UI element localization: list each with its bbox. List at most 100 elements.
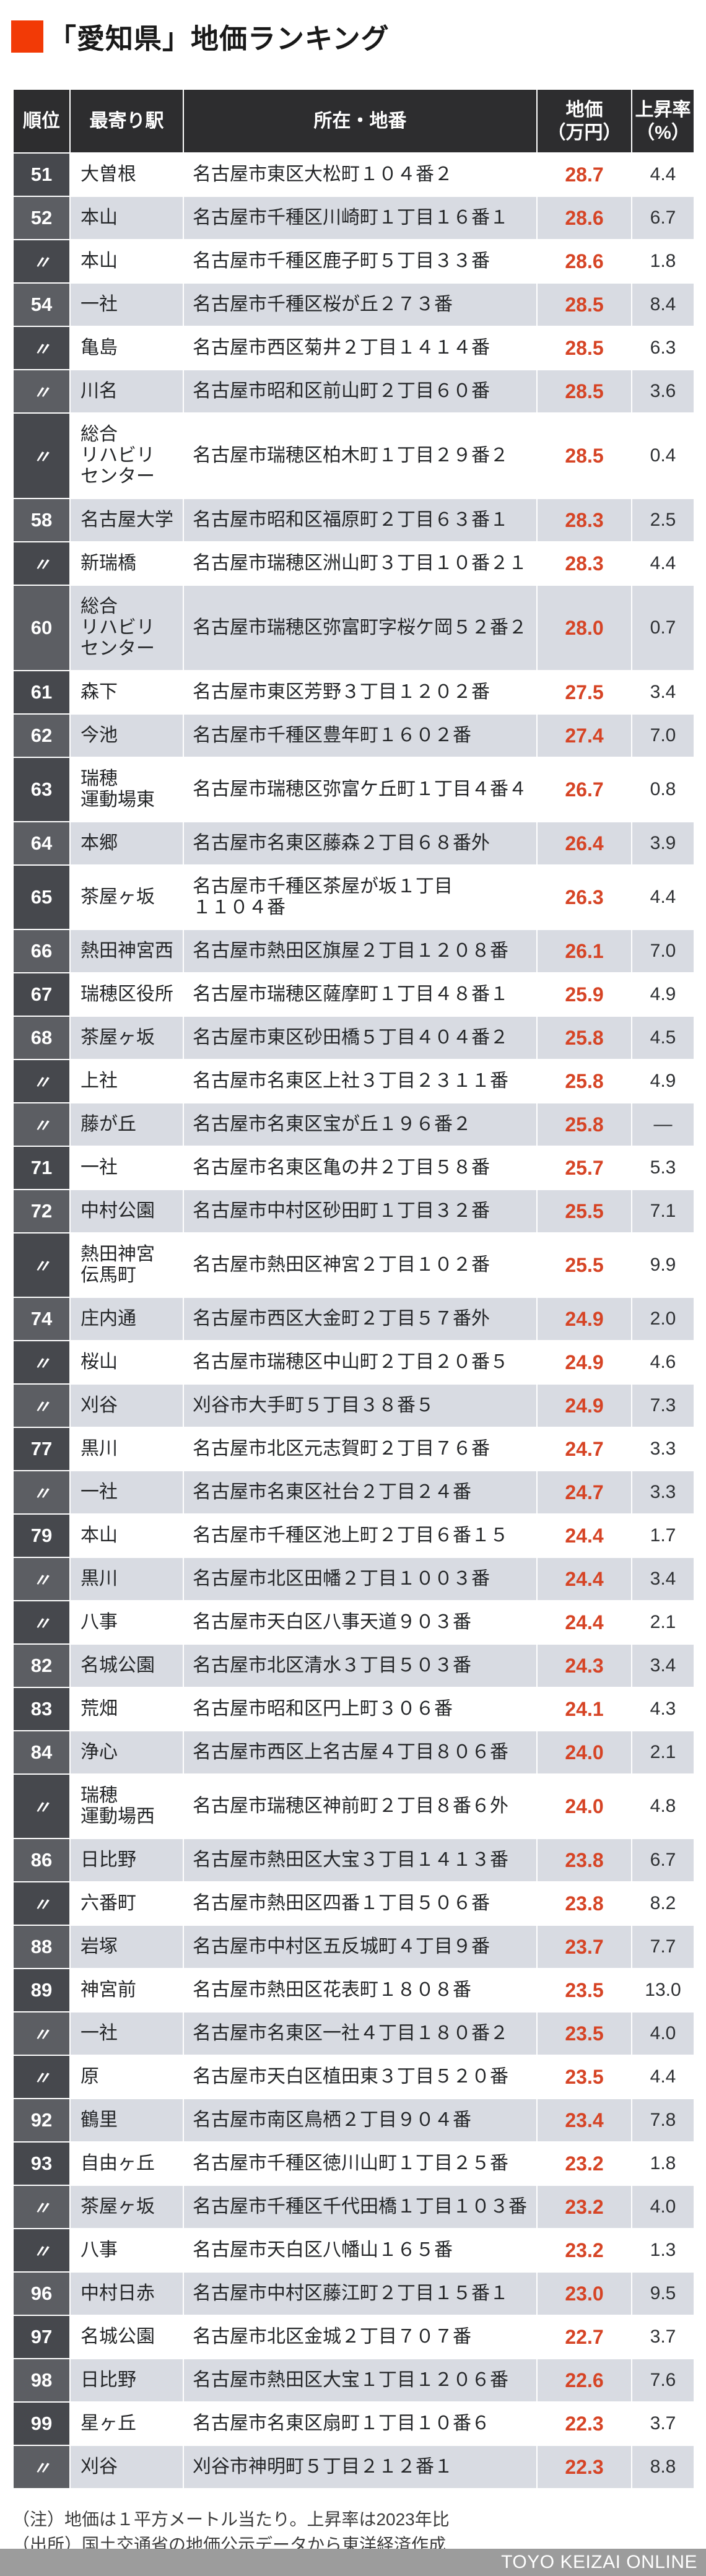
rank-cell: 〃 <box>12 2445 71 2489</box>
address-cell: 名古屋市天白区八事天道９０３番 <box>183 1600 538 1645</box>
table-row: 〃川名 名古屋市昭和区前山町２丁目６０番 28.5 3.6 <box>12 369 695 414</box>
table-row: 〃八事 名古屋市天白区八幡山１６５番 23.2 1.3 <box>12 2228 695 2273</box>
station-cell: 原 <box>69 2055 184 2099</box>
table-row: 〃一社 名古屋市名東区社台２丁目２４番 24.7 3.3 <box>12 1470 695 1515</box>
address-cell: 名古屋市東区大松町１０４番２ <box>183 152 538 197</box>
table-row: 65 茶屋ヶ坂 名古屋市千種区茶屋が坂１丁目 １１０４番 26.3 4.4 <box>12 864 695 930</box>
table-row: 〃瑞穂 運動場西 名古屋市瑞穂区神前町２丁目８番６外 24.0 4.8 <box>12 1773 695 1839</box>
rank-cell: 98 <box>12 2358 71 2403</box>
rise-rate-cell: 2.5 <box>631 498 695 542</box>
rank-cell: 74 <box>12 1297 71 1341</box>
rise-rate-cell: 6.7 <box>631 1838 695 1882</box>
table-row: 88 岩塚 名古屋市中村区五反城町４丁目９番 23.7 7.7 <box>12 1925 695 1969</box>
header-address: 所在・地番 <box>183 89 538 154</box>
table-row: 60 総合 リハビリ センター 名古屋市瑞穂区弥富町字桜ケ岡５２番２ 28.0 0.7 <box>12 585 695 671</box>
price-cell: 23.7 <box>536 1925 632 1969</box>
rise-rate-cell: 4.9 <box>631 972 695 1017</box>
address-cell: 名古屋市南区鳥栖２丁目９０４番 <box>183 2098 538 2143</box>
table-row: 92 鶴里 名古屋市南区鳥栖２丁目９０４番 23.4 7.8 <box>12 2098 695 2143</box>
station-cell: 瑞穂区役所 <box>69 972 184 1017</box>
table-header-row: 順位 最寄り駅 所在・地番 地価 （万円） 上昇率 （%） <box>12 89 695 154</box>
price-cell: 24.7 <box>536 1470 632 1515</box>
station-cell: 浄心 <box>69 1730 184 1775</box>
table-row: 82 名城公園 名古屋市北区清水３丁目５０３番 24.3 3.4 <box>12 1643 695 1688</box>
station-cell: 瑞穂 運動場西 <box>69 1773 184 1839</box>
table-row: 〃刈谷 刈谷市神明町５丁目２１２番１ 22.3 8.8 <box>12 2445 695 2489</box>
station-cell: 茶屋ヶ坂 <box>69 2185 184 2229</box>
station-cell: 上社 <box>69 1059 184 1103</box>
address-cell: 名古屋市千種区茶屋が坂１丁目 １１０４番 <box>183 864 538 930</box>
station-cell: 星ヶ丘 <box>69 2401 184 2446</box>
price-cell: 24.0 <box>536 1773 632 1839</box>
station-cell: 大曽根 <box>69 152 184 197</box>
price-cell: 24.3 <box>536 1643 632 1688</box>
table-row: 74 庄内通 名古屋市西区大金町２丁目５７番外 24.9 2.0 <box>12 1297 695 1341</box>
address-cell: 名古屋市西区大金町２丁目５７番外 <box>183 1297 538 1341</box>
address-cell: 名古屋市北区元志賀町２丁目７６番 <box>183 1427 538 1471</box>
rank-cell: 66 <box>12 929 71 973</box>
rank-cell: 65 <box>12 864 71 930</box>
rise-rate-cell: 7.0 <box>631 713 695 758</box>
rise-rate-cell: 2.0 <box>631 1297 695 1341</box>
rise-rate-cell: 1.8 <box>631 2141 695 2186</box>
table-row: 〃一社 名古屋市名東区一社４丁目１８０番２ 23.5 4.0 <box>12 2011 695 2056</box>
station-cell: 新瑞橋 <box>69 541 184 586</box>
rise-rate-cell: 3.3 <box>631 1427 695 1471</box>
rank-cell: 72 <box>12 1189 71 1234</box>
price-cell: 24.9 <box>536 1297 632 1341</box>
station-cell: 今池 <box>69 713 184 758</box>
price-cell: 28.3 <box>536 541 632 586</box>
table-row: 52 本山 名古屋市千種区川崎町１丁目１６番１ 28.6 6.7 <box>12 196 695 240</box>
rise-rate-cell: 8.4 <box>631 282 695 327</box>
table-row: 89 神宮前 名古屋市熱田区花表町１８０８番 23.5 13.0 <box>12 1968 695 2012</box>
station-cell: 荒畑 <box>69 1687 184 1731</box>
station-cell: 森下 <box>69 670 184 715</box>
address-cell: 名古屋市千種区豊年町１６０２番 <box>183 713 538 758</box>
address-cell: 名古屋市熱田区大宝１丁目１２０６番 <box>183 2358 538 2403</box>
address-cell: 刈谷市神明町５丁目２１２番１ <box>183 2445 538 2489</box>
rank-cell: 96 <box>12 2271 71 2316</box>
table-row: 〃本山 名古屋市千種区鹿子町５丁目３３番 28.6 1.8 <box>12 239 695 284</box>
table-row: 51 大曽根 名古屋市東区大松町１０４番２ 28.7 4.4 <box>12 152 695 197</box>
price-cell: 27.5 <box>536 670 632 715</box>
table-row: 98 日比野 名古屋市熱田区大宝１丁目１２０６番 22.6 7.6 <box>12 2358 695 2403</box>
rise-rate-cell: 1.3 <box>631 2228 695 2273</box>
price-cell: 23.2 <box>536 2228 632 2273</box>
header-rank: 順位 <box>12 89 71 154</box>
rank-cell: 92 <box>12 2098 71 2143</box>
rank-cell: 〃 <box>12 1470 71 1515</box>
rank-cell: 〃 <box>12 1340 71 1385</box>
station-cell: 本山 <box>69 239 184 284</box>
price-cell: 26.1 <box>536 929 632 973</box>
table-row: 〃亀島 名古屋市西区菊井２丁目１４１４番 28.5 6.3 <box>12 326 695 370</box>
rank-cell: 89 <box>12 1968 71 2012</box>
address-cell: 名古屋市千種区桜が丘２７３番 <box>183 282 538 327</box>
table-row: 77 黒川 名古屋市北区元志賀町２丁目７６番 24.7 3.3 <box>12 1427 695 1471</box>
price-cell: 28.5 <box>536 412 632 499</box>
page-header: 「愛知県」地価ランキング <box>0 0 706 56</box>
table-row: 84 浄心 名古屋市西区上名古屋４丁目８０６番 24.0 2.1 <box>12 1730 695 1775</box>
price-cell: 24.1 <box>536 1687 632 1731</box>
station-cell: 日比野 <box>69 1838 184 1882</box>
station-cell: 茶屋ヶ坂 <box>69 1016 184 1060</box>
rise-rate-cell: 6.7 <box>631 196 695 240</box>
station-cell: 総合 リハビリ センター <box>69 585 184 671</box>
price-cell: 23.0 <box>536 2271 632 2316</box>
rise-rate-cell: 9.9 <box>631 1232 695 1298</box>
station-cell: 六番町 <box>69 1881 184 1926</box>
address-cell: 名古屋市千種区池上町２丁目６番１５ <box>183 1513 538 1558</box>
address-cell: 名古屋市名東区亀の井２丁目５８番 <box>183 1146 538 1190</box>
rank-cell: 〃 <box>12 239 71 284</box>
price-cell: 26.7 <box>536 757 632 822</box>
station-cell: 一社 <box>69 2011 184 2056</box>
address-cell: 名古屋市名東区上社３丁目２３１１番 <box>183 1059 538 1103</box>
table-row: 61 森下 名古屋市東区芳野３丁目１２０２番 27.5 3.4 <box>12 670 695 715</box>
rank-cell: 〃 <box>12 2185 71 2229</box>
address-cell: 名古屋市名東区藤森２丁目６８番外 <box>183 821 538 866</box>
station-cell: 八事 <box>69 2228 184 2273</box>
table-row: 64 本郷 名古屋市名東区藤森２丁目６８番外 26.4 3.9 <box>12 821 695 866</box>
address-cell: 名古屋市熱田区神宮２丁目１０２番 <box>183 1232 538 1298</box>
station-cell: 刈谷 <box>69 2445 184 2489</box>
price-cell: 25.5 <box>536 1189 632 1234</box>
price-cell: 23.8 <box>536 1838 632 1882</box>
